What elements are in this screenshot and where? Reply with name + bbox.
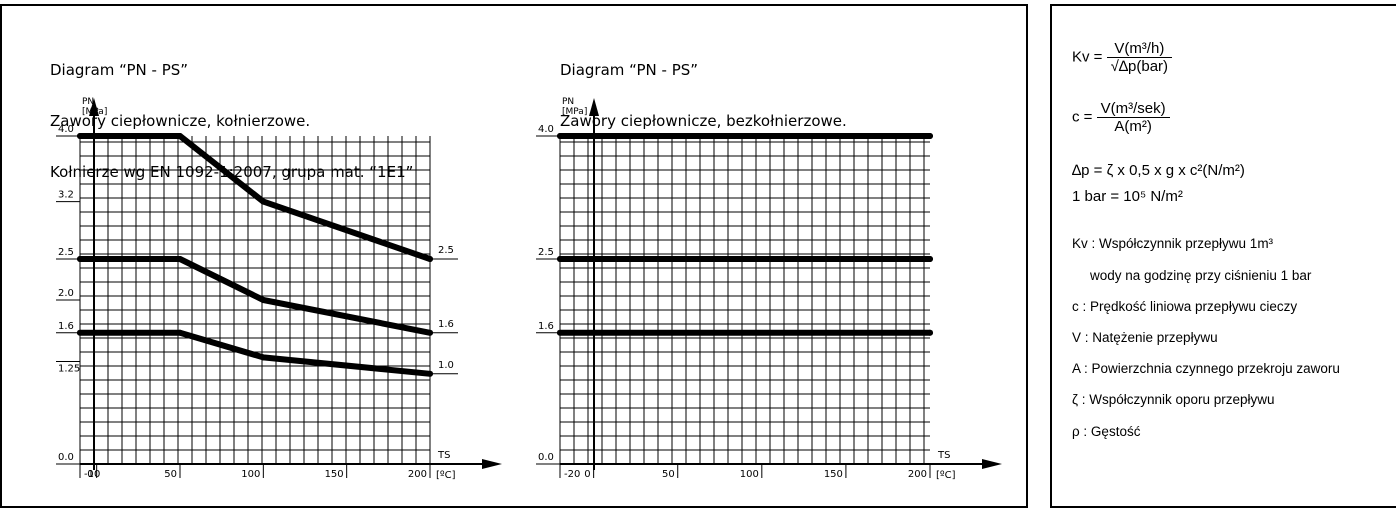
chart2-x-tick-label: 150: [824, 469, 843, 480]
c-formula: c = V(m³/sek) A(m²): [1072, 100, 1170, 135]
chart1-x-axis-label: TS: [437, 450, 450, 461]
def-zeta: ζ : Współczynnik oporu przepływu: [1072, 392, 1275, 407]
chart1-series-3-point: [177, 329, 183, 336]
kv-numerator: V(m³/h): [1106, 40, 1173, 58]
bar-conversion: 1 bar = 10⁵ N/m²: [1072, 188, 1183, 205]
chart1-series-3-label: 1.0: [438, 360, 454, 371]
chart2-x-tick-label: 100: [740, 469, 759, 480]
c-fraction: V(m³/sek) A(m²): [1096, 100, 1170, 135]
chart2-title-line-1: Diagram “PN - PS”: [560, 61, 699, 79]
def-rho: ρ : Gęstość: [1072, 424, 1141, 439]
chart1-title-line-2: Zawory ciepłownicze, kołnierzowe.: [50, 112, 311, 130]
kv-denominator: √∆p(bar): [1110, 58, 1169, 75]
chart1-series-2-point: [260, 297, 267, 303]
chart1-series-2-line: [77, 256, 433, 336]
def-kv-cont: wody na godzinę przy ciśnieniu 1 bar: [1090, 268, 1312, 283]
def-kv: Kv : Współczynnik przepływu 1m³: [1072, 236, 1274, 251]
chart1-svg: PN[MPa] TS [ºC] -100 50 100 150 200 0.0 1.25 1.6 2.…: [56, 97, 502, 481]
chart1-series-1-label: 2.5: [438, 245, 454, 256]
kv-formula: Kv = V(m³/h) √∆p(bar): [1072, 40, 1173, 75]
chart2-y-tick-label: 2.5: [538, 247, 554, 258]
chart2-x-axis-unit: [ºC]: [936, 470, 956, 481]
chart1-series-1-point: [260, 198, 267, 205]
chart2-y-axis-label: PN: [562, 97, 574, 107]
chart2-y-tick-label: 1.6: [538, 321, 554, 332]
chart1-series-1-point: [177, 133, 183, 139]
chart1-x-axis-arrow: [482, 459, 502, 469]
chart2-title-line-2: Zawory ciepłownicze, bezkołnierzowe.: [560, 112, 847, 130]
chart1-series-2-point: [77, 256, 83, 262]
chart1-title-line-1: Diagram “PN - PS”: [50, 61, 189, 79]
chart1-x-axis-unit: [ºC]: [436, 470, 456, 481]
chart1-y-tick-label: 0.0: [58, 452, 74, 463]
c-denominator: A(m²): [1114, 118, 1152, 135]
chart2-x-axis-label: TS: [937, 450, 950, 461]
chart2-x-tick-label: 200: [908, 469, 927, 480]
chart1-y-axis-arrow: [89, 98, 99, 116]
def-a: A : Powierzchnia czynnego przekroju zawo…: [1072, 361, 1340, 376]
chart1-series-3-point: [260, 354, 267, 361]
chart1-series-2-label: 1.6: [438, 319, 454, 330]
chart2-x-axis-arrow: [982, 459, 1002, 469]
chart1-x-tick-label: 100: [241, 469, 260, 480]
chart2-x-tick-label: 50: [662, 469, 675, 480]
chart2-x-tick-label: -20: [564, 469, 580, 480]
chart1-series-3-point: [77, 329, 83, 336]
chart2-x-tick-label: 0: [584, 469, 590, 480]
chart1-series-1-line: [77, 133, 433, 262]
chart1-x-tick-label: 150: [325, 469, 344, 480]
chart2-series-2-point: [927, 256, 933, 262]
c-lhs: c =: [1072, 108, 1093, 126]
chart2-y-axis-arrow: [589, 98, 599, 116]
chart2-series-3-point: [927, 329, 933, 336]
chart1-y-tick-label: 1.6: [58, 321, 74, 332]
chart1-y-tick-label: 4.0: [58, 124, 74, 135]
chart1-y-tick-label: 2.0: [58, 288, 74, 299]
kv-fraction: V(m³/h) √∆p(bar): [1106, 40, 1173, 75]
chart1-series-1-point: [77, 133, 83, 139]
chart2-title: Diagram “PN - PS” Zawory ciepłownicze, b…: [560, 28, 847, 164]
chart2-series-1-point: [557, 133, 563, 139]
dp-formula: ∆p = ζ x 0,5 x g x c²(N/m²): [1072, 162, 1245, 179]
chart1-y-axis-label: PN: [82, 97, 94, 107]
chart1-x-tick-label: 50: [164, 469, 177, 480]
chart1-x-tick-label: -10: [84, 469, 100, 480]
chart1-y-tick-label: 1.25: [58, 364, 80, 375]
kv-lhs: Kv =: [1072, 48, 1103, 66]
chart2-series-3-point: [557, 329, 563, 336]
chart1-x-tick-label: 0: [87, 469, 93, 480]
formula-panel: Kv = V(m³/h) √∆p(bar) c = V(m³/sek) A(m²…: [1050, 4, 1396, 508]
chart1-y-axis-label: [MPa]: [82, 107, 107, 117]
def-c: c : Prędkość liniowa przepływu cieczy: [1072, 299, 1298, 314]
chart2-svg: PN[MPa] TS [ºC] -20 0 50 100 150 200 0.0 1.6 2.5 4.0: [536, 97, 1002, 481]
c-numerator: V(m³/sek): [1096, 100, 1170, 118]
chart2-y-axis-label: [MPa]: [562, 107, 587, 117]
chart1-x-tick-label: 200: [408, 469, 427, 480]
chart1-y-tick-label: 3.2: [58, 190, 74, 201]
chart2-series-2-point: [557, 256, 563, 262]
chart2-y-tick-label: 4.0: [538, 124, 554, 135]
charts-panel: Diagram “PN - PS” Zawory ciepłownicze, k…: [0, 4, 1028, 508]
chart2-y-tick-label: 0.0: [538, 452, 554, 463]
chart2-series-1-point: [927, 133, 933, 139]
chart1-y-tick-label: 2.5: [58, 247, 74, 258]
chart1-series-3-line: [77, 329, 433, 377]
chart1-series-2-point: [177, 256, 183, 262]
def-v: V : Natężenie przepływu: [1072, 330, 1218, 345]
